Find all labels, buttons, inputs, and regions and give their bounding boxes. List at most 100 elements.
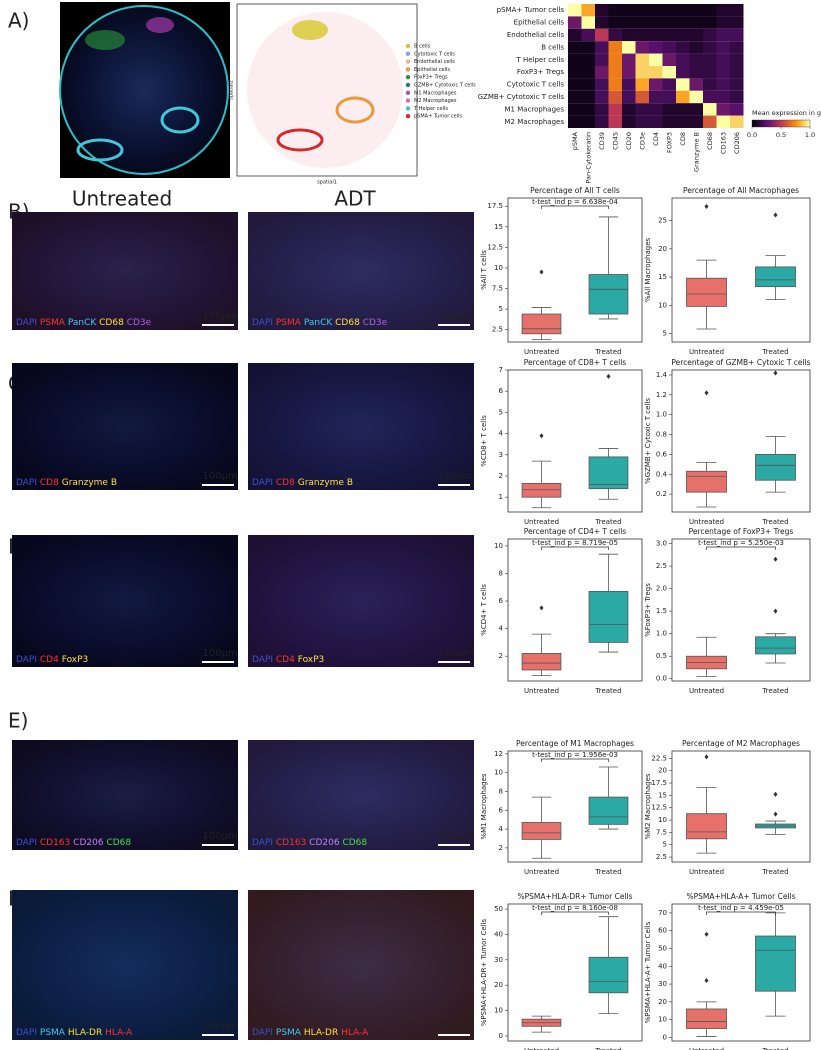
row-label: B cells bbox=[541, 43, 564, 51]
y-tick-label: 5 bbox=[499, 408, 503, 416]
outlier bbox=[773, 608, 778, 614]
heatmap-cell bbox=[649, 90, 663, 104]
plot-frame bbox=[507, 903, 643, 1042]
channel-label: CD206 bbox=[309, 838, 340, 848]
colorbar-tick-label: 0.5 bbox=[776, 131, 786, 139]
heatmap-cell bbox=[703, 115, 717, 128]
significance-label: t-test_ind p = 6.638e-04 bbox=[532, 198, 618, 206]
y-tick-label: 10 bbox=[658, 816, 667, 824]
channel-label: CD3e bbox=[363, 318, 388, 328]
heatmap-cell bbox=[622, 115, 636, 128]
heatmap-cell bbox=[689, 103, 703, 116]
outlier bbox=[704, 203, 709, 209]
heatmap-cell bbox=[703, 28, 717, 42]
legend-label: Cytotoxic T cells bbox=[414, 51, 455, 57]
channel-label: CD206 bbox=[73, 838, 104, 848]
heatmap-cell bbox=[649, 66, 663, 79]
channel-label: DAPI bbox=[16, 838, 37, 848]
heatmap-cell bbox=[730, 103, 744, 116]
box bbox=[755, 266, 796, 288]
channel-legend: DAPI CD163 CD206 CD68 bbox=[16, 838, 131, 848]
heatmap-cell bbox=[568, 53, 582, 66]
heatmap-cell bbox=[730, 16, 744, 29]
channel-label: DAPI bbox=[252, 318, 273, 328]
column-label: CD4 bbox=[652, 132, 660, 146]
heatmap-cell bbox=[581, 66, 595, 79]
significance-label: t-test_ind p = 4.459e-05 bbox=[698, 904, 784, 912]
heatmap-cell bbox=[595, 4, 609, 17]
plot-frame bbox=[507, 538, 643, 682]
heatmap-cell bbox=[730, 28, 744, 42]
y-tick-label: 12.5 bbox=[651, 804, 667, 812]
y-tick-label: 6 bbox=[499, 387, 504, 395]
y-tick-label: 70 bbox=[658, 909, 667, 917]
heatmap-cell bbox=[689, 53, 703, 66]
legend-swatch bbox=[405, 75, 411, 80]
chart-title: Percentage of CD8+ T cells bbox=[524, 358, 627, 367]
heatmap-cell bbox=[635, 28, 649, 42]
plot-frame bbox=[671, 538, 811, 682]
channel-label: PSMA bbox=[276, 318, 302, 328]
heatmap-cell bbox=[703, 103, 717, 116]
legend-swatch bbox=[405, 82, 411, 88]
chart-title: Percentage of GZMB+ Cytoxic T cells bbox=[671, 358, 810, 367]
outlier bbox=[704, 931, 709, 937]
channel-label: CD68 bbox=[99, 318, 124, 328]
channel-legend: DAPI PSMA HLA-DR HLA-A bbox=[16, 1028, 133, 1038]
column-label: Pan-Cytokeratin bbox=[584, 132, 592, 184]
legend-label: T Helper cells bbox=[413, 106, 448, 112]
heatmap-cell bbox=[689, 66, 703, 79]
plot-frame bbox=[507, 197, 643, 343]
y-tick-label: 4 bbox=[499, 430, 504, 438]
x-tick-label: Untreated bbox=[689, 868, 724, 876]
channel-label: HLA-A bbox=[341, 1028, 369, 1038]
channel-legend: DAPI PSMA PanCK CD68 CD3e bbox=[16, 318, 152, 328]
legend-swatch bbox=[405, 114, 411, 119]
heatmap-cell bbox=[622, 28, 636, 42]
channel-label: HLA-DR bbox=[304, 1028, 338, 1038]
colorbar-tick-label: 1.0 bbox=[805, 131, 815, 139]
y-tick-label: 10 bbox=[494, 769, 503, 777]
heatmap-cell bbox=[622, 78, 636, 91]
legend-swatch bbox=[405, 67, 411, 72]
column-label: pSMA bbox=[571, 131, 579, 150]
significance-label: t-test_ind p = 8.719e-05 bbox=[532, 539, 618, 547]
x-tick-label: Treated bbox=[761, 687, 788, 695]
x-tick-label: Treated bbox=[594, 518, 621, 526]
channel-legend: DAPI CD163 CD206 CD68 bbox=[252, 838, 367, 848]
heatmap-cell bbox=[581, 4, 595, 17]
scale-label: 100µm bbox=[438, 648, 473, 659]
heatmap-cell bbox=[649, 4, 663, 17]
channel-label: CD8 bbox=[40, 478, 59, 488]
y-tick-label: 3 bbox=[499, 451, 503, 459]
y-tick-label: 1.2 bbox=[656, 391, 667, 399]
channel-label: CD68 bbox=[342, 838, 367, 848]
heatmap-cell bbox=[622, 103, 636, 116]
x-tick-label: Treated bbox=[594, 348, 621, 356]
heatmap-cell bbox=[730, 66, 744, 79]
channel-label: PSMA bbox=[276, 1028, 302, 1038]
y-tick-label: 2.5 bbox=[656, 853, 667, 861]
x-tick-label: Untreated bbox=[524, 1047, 559, 1050]
legend-swatch bbox=[405, 43, 411, 49]
heatmap-cell bbox=[581, 41, 595, 54]
box bbox=[588, 274, 629, 315]
row-label: GZMB+ Cytotoxic T cells bbox=[478, 93, 565, 101]
box bbox=[521, 482, 562, 498]
y-tick-label: 0 bbox=[663, 1033, 667, 1041]
microscopy-texture bbox=[12, 740, 238, 850]
heatmap-cell bbox=[662, 66, 676, 79]
heatmap-cell bbox=[676, 53, 690, 66]
plot-frame bbox=[507, 750, 643, 863]
row-label: pSMA+ Tumor cells bbox=[497, 6, 565, 14]
heatmap-cell bbox=[716, 115, 730, 128]
heatmap-cell bbox=[581, 28, 595, 42]
y-tick-label: 0.8 bbox=[656, 431, 667, 439]
scale-label: 150µm bbox=[438, 311, 473, 322]
legend-swatch bbox=[405, 98, 411, 103]
heatmap-cell bbox=[662, 90, 676, 104]
y-tick-label: 25 bbox=[658, 217, 667, 225]
tissue-gland bbox=[160, 106, 200, 134]
heatmap-cell bbox=[730, 53, 744, 66]
channel-label: HLA-DR bbox=[68, 1028, 102, 1038]
